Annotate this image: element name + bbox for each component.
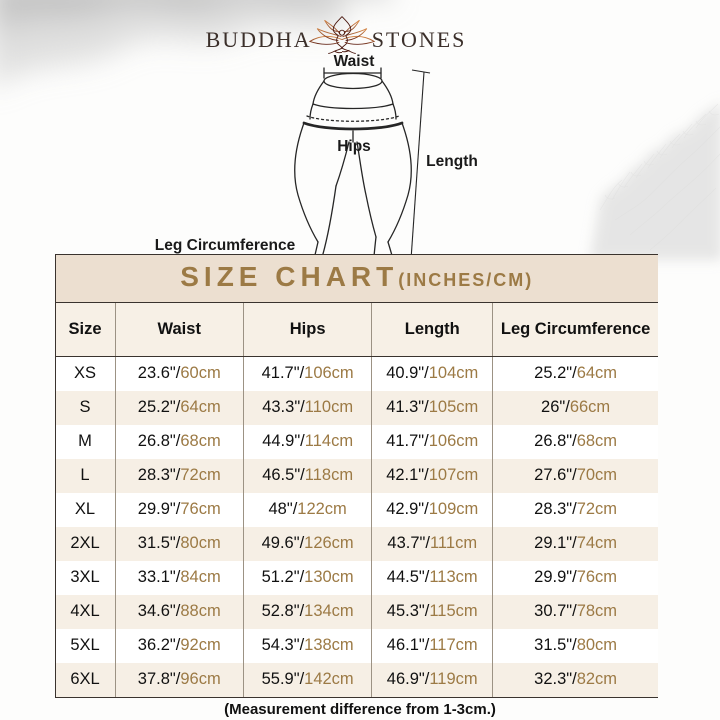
svg-text:Waist: Waist bbox=[334, 53, 375, 70]
svg-text:Length: Length bbox=[426, 153, 478, 170]
svg-text:Hips: Hips bbox=[337, 138, 371, 155]
svg-text:Leg Circumference: Leg Circumference bbox=[155, 237, 296, 254]
